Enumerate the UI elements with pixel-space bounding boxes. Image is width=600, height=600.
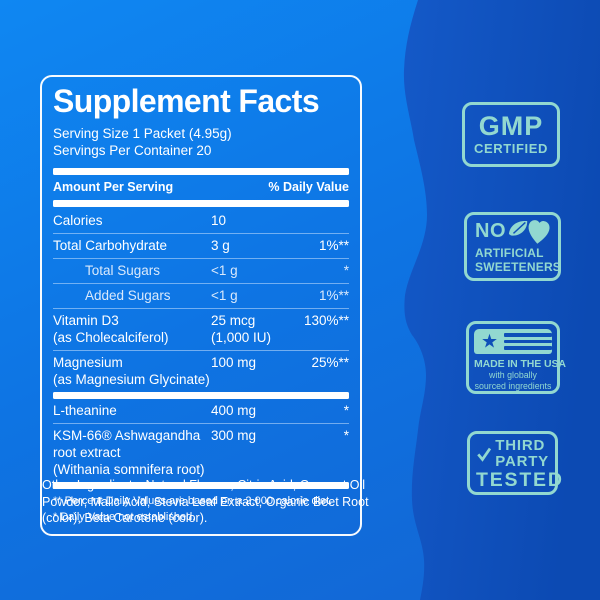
table-row-magnesium: Magnesium (as Magnesium Glycinate) 100 m…	[53, 350, 349, 392]
third-party-tested-badge: THIRD PARTY TESTED	[467, 431, 564, 495]
no-artificial-sweeteners-badge: NO ARTIFICIAL SWEETENERS	[464, 212, 561, 281]
flag-stripe	[504, 333, 552, 337]
thick-divider-bar	[53, 392, 349, 399]
nutrient-amount: 300 mg	[211, 428, 257, 443]
us-flag-star-stripes-icon: ★	[474, 329, 552, 354]
sweeteners-label: SWEETENERS	[475, 260, 562, 274]
party-label: PARTY	[495, 452, 549, 470]
nutrient-daily-value: *	[343, 428, 349, 443]
nutrient-name: Vitamin D3 (as Cholecalciferol)	[53, 313, 169, 345]
thick-divider-bar	[53, 482, 349, 489]
artificial-label: ARTIFICIAL	[475, 246, 544, 260]
third-label: THIRD	[495, 437, 546, 454]
nutrient-name: Calories	[53, 213, 103, 228]
footnote-not-established: * Daily Value not established.	[53, 510, 196, 523]
nutrient-name: Magnesium (as Magnesium Glycinate)	[53, 355, 210, 387]
sourced-ingredients-label: sourced ingredients	[474, 380, 552, 391]
nutrient-daily-value: 130%**	[303, 313, 349, 328]
nutrient-daily-value: 1%**	[318, 288, 349, 303]
table-row-total-sugars: Total Sugars <1 g *	[53, 258, 349, 283]
nutrient-rows-group-1: Calories 10 Total Carbohydrate 3 g 1%** …	[53, 209, 349, 392]
nutrient-amount: 10	[211, 213, 227, 228]
serving-size: Serving Size 1 Packet (4.95g)	[53, 125, 232, 141]
nutrient-name: Total Sugars	[85, 263, 161, 278]
nutrient-name: L-theanine	[53, 403, 117, 418]
nutrient-amount: 100 mg	[211, 355, 257, 370]
amount-per-serving-header: Amount Per Serving	[53, 180, 174, 194]
made-in-usa-label: MADE IN THE USA	[474, 358, 566, 370]
certified-label: CERTIFIED	[473, 141, 548, 156]
nutrient-daily-value: *	[343, 403, 349, 418]
servings-per-container: Servings Per Container 20	[53, 143, 212, 159]
nutrient-amount: <1 g	[211, 263, 238, 278]
with-globally-label: with globally	[489, 370, 537, 380]
panel-title: Supplement Facts	[53, 83, 320, 119]
table-row-l-theanine: L-theanine 400 mg *	[53, 399, 349, 423]
nutrient-amount: 400 mg	[211, 403, 257, 418]
table-row-vitamin-d3: Vitamin D3 (as Cholecalciferol) 25 mcg (…	[53, 308, 349, 350]
nutrient-daily-value: 1%**	[318, 238, 349, 253]
flag-stripe	[504, 346, 552, 350]
nutrient-amount: 25 mcg (1,000 IU)	[211, 313, 272, 345]
nutrient-amount: <1 g	[211, 288, 238, 303]
made-in-usa-badge: ★ MADE IN THE USA with globally sourced …	[466, 321, 566, 394]
no-label: NO	[475, 220, 506, 242]
checkmark-icon	[477, 447, 492, 462]
gmp-certified-badge: GMP CERTIFIED	[462, 102, 560, 167]
table-row-ashwagandha: KSM-66® Ashwagandha root extract (Withan…	[53, 423, 349, 482]
leaves-icon	[508, 220, 550, 244]
supplement-facts-panel: Supplement Facts Serving Size 1 Packet (…	[40, 75, 362, 537]
table-row-added-sugars: Added Sugars <1 g 1%**	[53, 283, 349, 308]
table-header: Amount Per Serving % Daily Value	[53, 175, 349, 198]
nutrient-name: Total Carbohydrate	[53, 238, 168, 253]
nutrient-name: KSM-66® Ashwagandha root extract (Withan…	[53, 428, 205, 477]
nutrient-daily-value: 25%**	[311, 355, 349, 370]
footnotes: ** Percent Daily Values are based on a 2…	[53, 494, 349, 525]
flag-stripe	[504, 339, 552, 343]
nutrient-daily-value: *	[343, 263, 349, 278]
star-icon: ★	[481, 331, 499, 352]
daily-value-header: % Daily Value	[268, 180, 349, 194]
gmp-label: GMP	[478, 111, 544, 141]
nutrient-rows-group-2: L-theanine 400 mg * KSM-66® Ashwagandha …	[53, 399, 349, 482]
other-ingredients-text: Other Ingredients: Natural Flavors, Citr…	[42, 478, 369, 526]
nutrient-amount: 3 g	[211, 238, 230, 253]
table-row-calories: Calories 10	[53, 209, 349, 233]
table-row-total-carbohydrate: Total Carbohydrate 3 g 1%**	[53, 233, 349, 258]
thick-divider-bar	[53, 200, 349, 207]
nutrient-name: Added Sugars	[85, 288, 171, 303]
footnote-daily-values: ** Percent Daily Values are based on a 2…	[53, 495, 333, 507]
tested-label: TESTED	[476, 468, 564, 491]
thick-divider-bar	[53, 168, 349, 175]
